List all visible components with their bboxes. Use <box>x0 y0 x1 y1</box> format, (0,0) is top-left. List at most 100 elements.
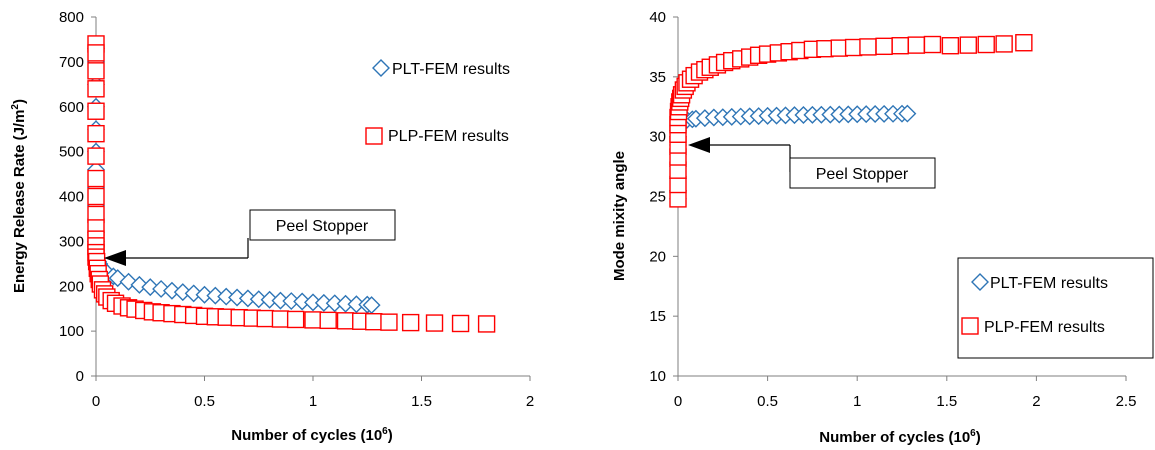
chart-left-point-plp <box>451 314 470 333</box>
chart-right-point-plp <box>959 36 978 54</box>
chart-left-legend: PLT-FEM results PLP-FEM results <box>362 40 557 158</box>
chart-left-legend-label-plt: PLT-FEM results <box>392 61 510 78</box>
chart-left-point-plp <box>304 311 322 329</box>
chart-right-point-plp <box>859 38 877 56</box>
chart-right-point-plp <box>816 40 834 58</box>
chart-right-point-plp <box>875 37 893 56</box>
chart-left-callout: Peel Stopper <box>104 209 396 266</box>
chart-left-point-plp <box>87 80 105 98</box>
chart-right-point-plt <box>898 104 917 123</box>
chart-left-point-plt <box>206 286 225 305</box>
chart-left-point-plp <box>256 309 274 328</box>
chart-right-x-tick-label: 2.5 <box>1116 393 1137 410</box>
chart-left-point-plp <box>286 310 305 329</box>
chart-left-y-tick-label: 600 <box>59 99 84 116</box>
chart-left-x-tick-label: 0 <box>92 393 100 410</box>
chart-right-point-plp <box>1015 34 1033 52</box>
chart-right-point-plp <box>844 38 863 57</box>
chart-left-point-plp <box>87 102 105 120</box>
chart-left-point-plt <box>162 281 181 300</box>
chart-right-legend: PLT-FEM results PLP-FEM results <box>957 257 1154 359</box>
chart-right-point-plp <box>891 37 909 55</box>
chart-left-point-plp <box>87 169 105 188</box>
chart-left-point-plp <box>477 315 496 333</box>
chart-left-y-tick-label: 400 <box>59 189 84 206</box>
chart-left-point-plt <box>260 290 279 309</box>
chart-left-y-tick-label: 500 <box>59 144 84 161</box>
chart-right-y-tick-label: 25 <box>649 189 666 206</box>
chart-left-point-plt <box>152 279 171 298</box>
chart-left-point-plp <box>336 312 355 330</box>
chart-right-x-axis-title-sup: 6 <box>970 428 976 439</box>
chart-left-legend-label-plp: PLP-FEM results <box>388 128 509 145</box>
chart-right-x-tick-label: 1 <box>853 393 861 410</box>
chart-right-y-tick-label: 20 <box>649 248 666 265</box>
chart-left-legend-box <box>362 40 557 158</box>
chart-right-point-plp <box>907 36 926 54</box>
chart-left-point-plt <box>238 289 257 308</box>
chart-left-callout-arrowhead <box>104 250 126 266</box>
chart-left-legend-marker-plp <box>365 127 383 145</box>
chart-right-point-plp <box>941 37 960 55</box>
chart-right-legend-label-plp: PLP-FEM results <box>984 319 1105 336</box>
chart-left-x-tick-label: 1 <box>309 393 317 410</box>
chart-left-callout-box <box>249 209 396 241</box>
chart-right-point-plp <box>923 35 942 54</box>
chart-right-point-plp <box>977 35 995 54</box>
chart-left-series-plp <box>87 35 496 333</box>
chart-right-y-axis-title: Mode mixity angle <box>611 151 628 281</box>
chart-right-legend-label-plt: PLT-FEM results <box>990 275 1108 292</box>
chart-right-y-tick-label: 10 <box>649 368 666 385</box>
chart-right: 0 0.5 1 1.5 2 2.5 10 15 20 25 30 35 40 Mode mixity a… <box>611 9 1154 446</box>
chart-left-x-axis-title: Number of cycles (106) <box>231 426 392 444</box>
chart-left-x-axis-title-sup: 6 <box>382 426 388 437</box>
chart-left-legend-marker-plt <box>372 59 390 77</box>
chart-right-callout-text: Peel Stopper <box>816 166 909 183</box>
chart-left-point-plp <box>271 310 290 328</box>
chart-left-point-plp <box>87 147 105 165</box>
chart-right-y-tick-label: 30 <box>649 129 666 146</box>
chart-right-callout: Peel Stopper <box>688 137 936 189</box>
chart-left-point-plp <box>319 311 337 330</box>
chart-left-point-plt <box>195 285 214 304</box>
chart-left-ticks: 0 0.5 1 1.5 2 0 100 200 300 400 500 600 700 800 <box>59 9 534 410</box>
chart-right-x-tick-label: 1.5 <box>936 393 957 410</box>
chart-right-legend-box <box>957 257 1154 359</box>
chart-right-point-plp <box>995 35 1013 53</box>
chart-left-y-axis-title-sup: 2 <box>10 104 21 110</box>
chart-right-ticks: 0 0.5 1 1.5 2 2.5 10 15 20 25 30 35 40 <box>649 9 1136 410</box>
chart-left-point-plp <box>87 187 105 206</box>
chart-right-x-tick-label: 0.5 <box>757 393 778 410</box>
chart-left-point-plt <box>228 288 247 307</box>
chart-left: 0 0.5 1 1.5 2 0 100 200 300 400 500 600 700 800 Energ… <box>10 9 557 444</box>
chart-left-x-tick-label: 0.5 <box>194 393 215 410</box>
chart-right-x-axis-title: Number of cycles (106) <box>819 428 980 446</box>
chart-left-point-plt <box>119 272 138 291</box>
chart-left-point-plp <box>365 313 383 331</box>
chart-left-y-tick-label: 0 <box>76 368 84 385</box>
chart-left-point-plt <box>173 283 192 302</box>
chart-left-y-tick-label: 300 <box>59 233 84 250</box>
chart-left-series-plt <box>87 39 381 315</box>
chart-left-x-tick-label: 2 <box>526 393 534 410</box>
chart-left-point-plp <box>87 44 105 62</box>
chart-left-callout-text: Peel Stopper <box>276 218 369 235</box>
chart-left-x-tick-label: 1.5 <box>411 393 432 410</box>
chart-right-legend-marker-plt <box>971 273 989 291</box>
chart-left-point-plp <box>401 313 420 332</box>
chart-right-point-plp <box>830 39 848 57</box>
chart-right-series-plp <box>669 34 1033 208</box>
chart-right-x-tick-label: 2 <box>1032 393 1040 410</box>
chart-left-point-plt <box>141 278 160 297</box>
chart-right-point-plp <box>669 175 687 194</box>
chart-right-point-plp <box>669 190 687 208</box>
chart-left-y-axis-title: Energy Release Rate (J/m2) <box>10 99 28 293</box>
chart-left-point-plp <box>380 313 398 331</box>
chart-right-y-tick-label: 35 <box>649 69 666 86</box>
chart-left-point-plt <box>130 275 149 294</box>
chart-left-y-tick-label: 700 <box>59 54 84 71</box>
chart-right-callout-box <box>789 157 936 189</box>
chart-right-series-plt <box>669 104 917 208</box>
chart-left-y-tick-label: 800 <box>59 9 84 26</box>
